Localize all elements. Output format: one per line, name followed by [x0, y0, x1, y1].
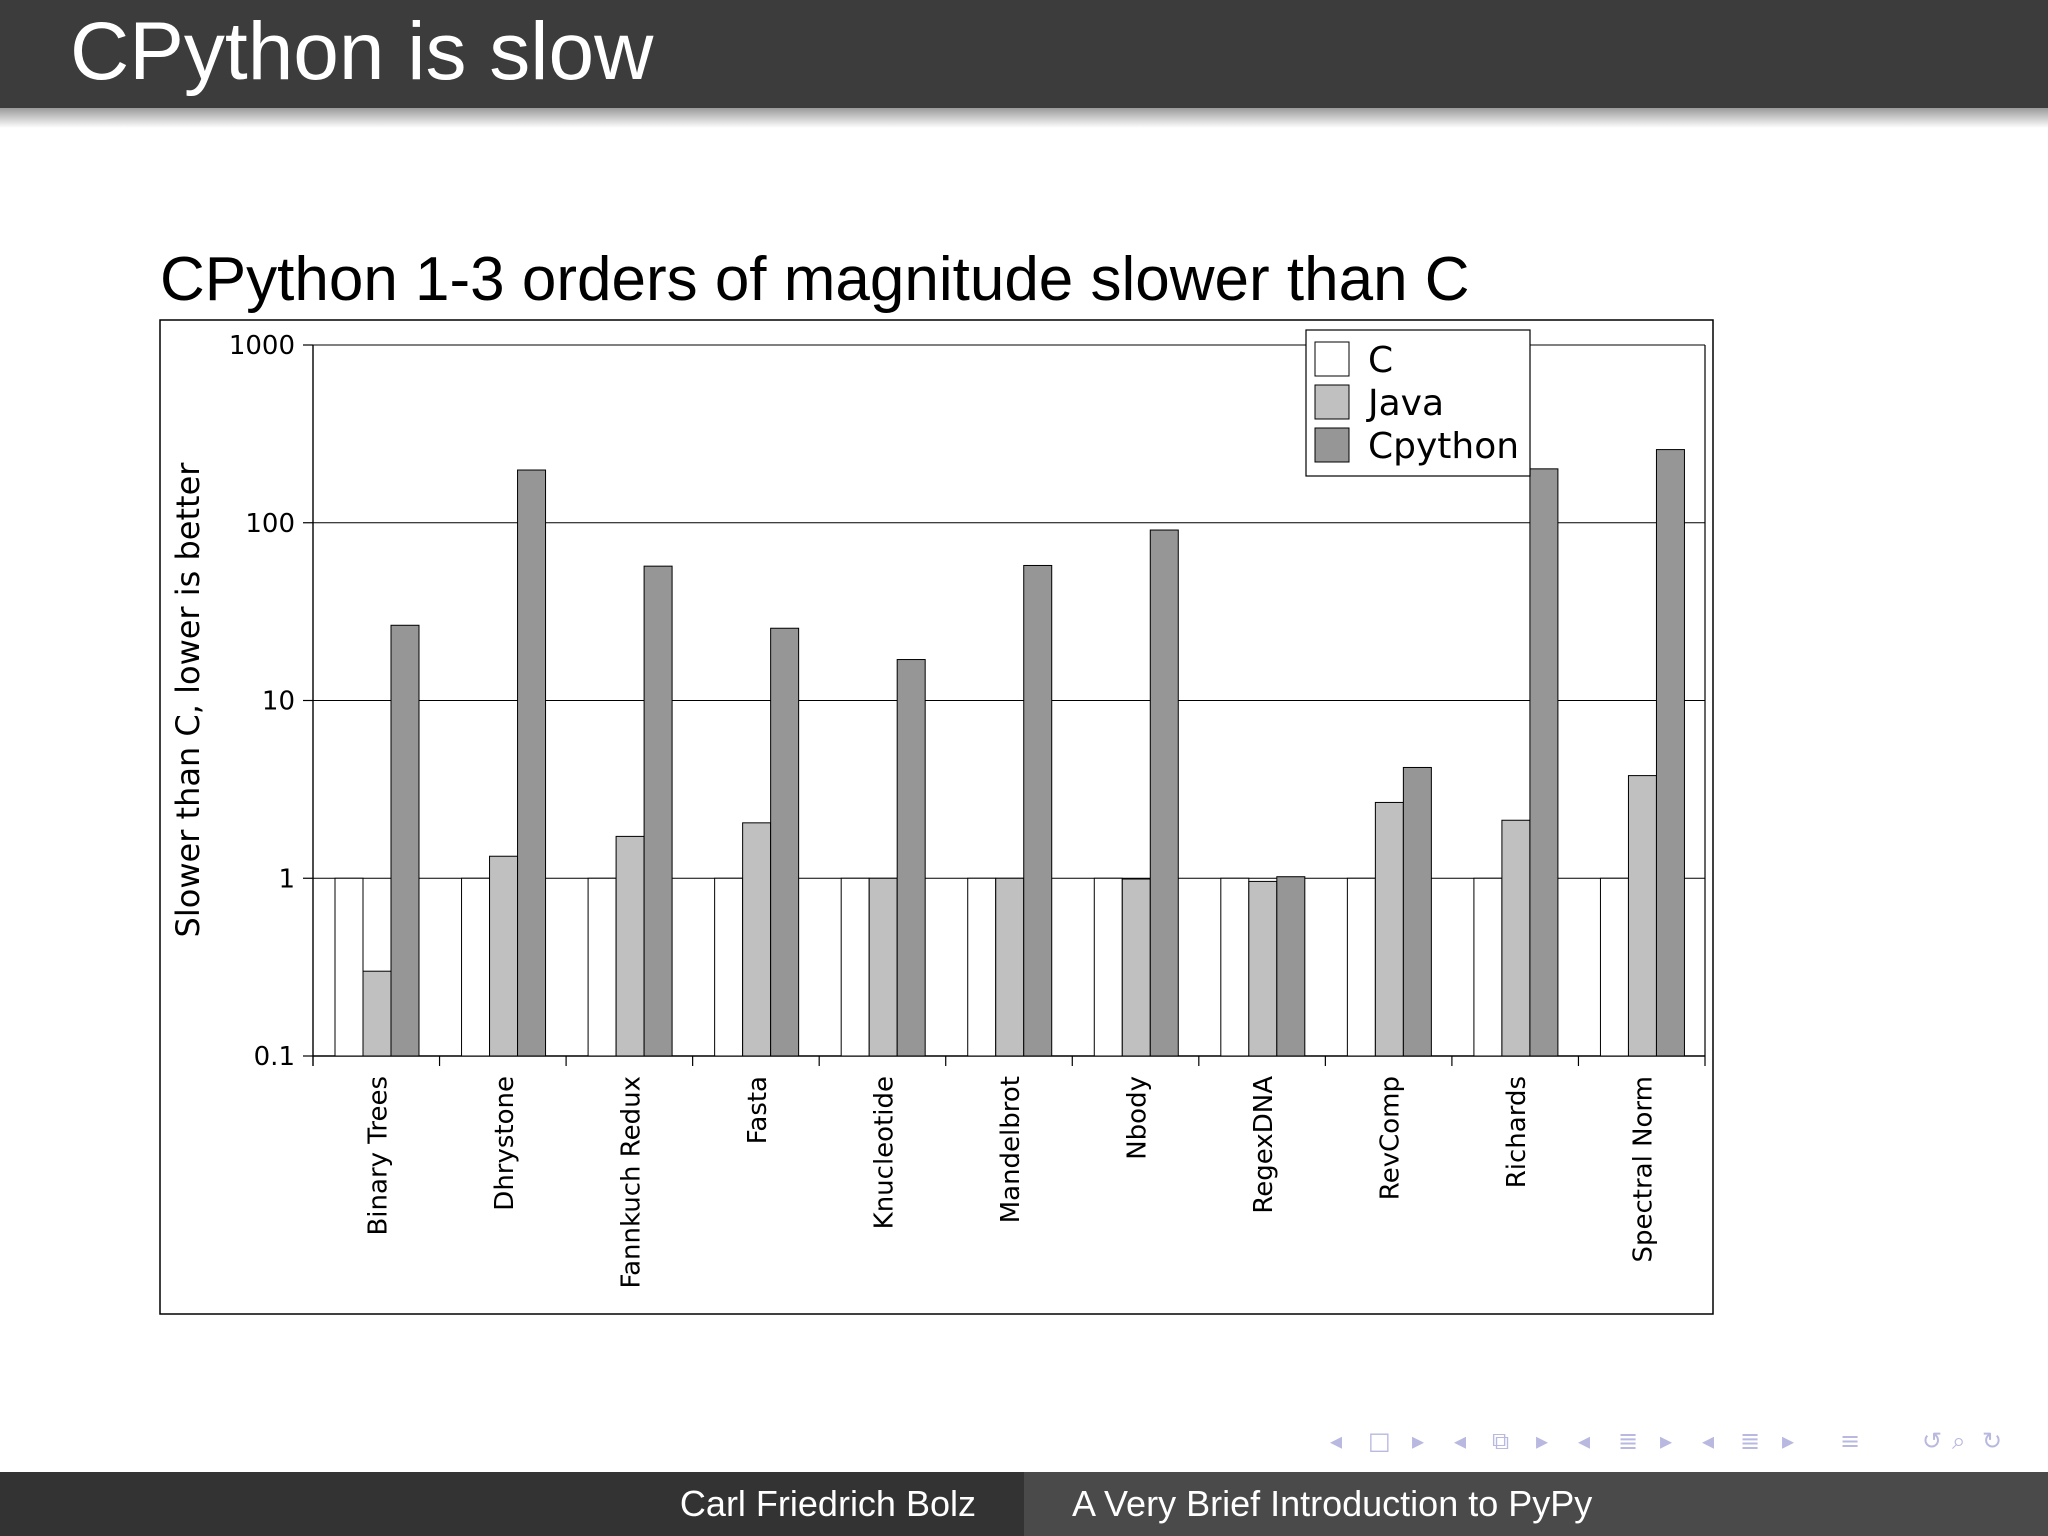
arrow-left-icon[interactable]: ◂	[1454, 1427, 1467, 1455]
beamer-navigation[interactable]: ◂ □ ▸ ◂ ⧉ ▸ ◂ ≣ ▸ ◂ ≣ ▸ ≡ ↺ ⌕ ↻	[1330, 1424, 2030, 1458]
bar-c	[1346, 877, 1376, 1057]
legend-label-c: C	[1368, 340, 1393, 381]
legend-label-java: Java	[1366, 383, 1444, 424]
y-tick-label: 1	[278, 864, 295, 894]
bar-c	[1599, 877, 1629, 1057]
bar-java	[1121, 878, 1151, 1057]
y-tick-label: 0.1	[254, 1042, 295, 1072]
bar-c	[1220, 877, 1250, 1057]
arrow-left-icon[interactable]: ◂	[1702, 1427, 1715, 1455]
bar-c	[587, 877, 617, 1057]
bar-cpython	[1023, 564, 1053, 1057]
bar-c	[840, 877, 870, 1057]
bar-cpython	[643, 565, 673, 1057]
x-tick-label: Binary Trees	[363, 1076, 393, 1236]
y-tick-label: 100	[245, 509, 295, 539]
x-tick-label: Nbody	[1123, 1076, 1153, 1160]
bar-cpython	[770, 627, 800, 1057]
arrow-right-icon[interactable]: ▸	[1660, 1427, 1673, 1455]
bar-java	[1374, 801, 1404, 1057]
bar-java	[362, 970, 392, 1057]
bar-c	[334, 877, 364, 1057]
footer-title-box: A Very Brief Introduction to PyPy	[1024, 1472, 2048, 1536]
slide-title: CPython is slow	[70, 6, 654, 97]
bar-java	[1627, 775, 1657, 1057]
legend-label-cpython: Cpython	[1368, 426, 1519, 467]
frame-icon[interactable]: □	[1368, 1427, 1391, 1455]
bar-java	[1501, 819, 1531, 1057]
x-tick-label: Richards	[1502, 1076, 1532, 1188]
arrow-right-icon[interactable]: ▸	[1782, 1427, 1795, 1455]
y-tick-label: 1000	[229, 331, 295, 361]
arrow-left-icon[interactable]: ◂	[1330, 1427, 1343, 1455]
bar-java	[489, 855, 519, 1057]
title-bar-shadow	[0, 108, 2048, 128]
arrow-left-icon[interactable]: ◂	[1578, 1427, 1591, 1455]
y-axis-label: Slower than C, lower is better	[169, 462, 207, 938]
bar-java	[995, 877, 1025, 1057]
x-tick-label: Mandelbrot	[996, 1076, 1026, 1223]
bar-java	[615, 835, 645, 1057]
align-icon[interactable]: ≡	[1840, 1427, 1861, 1455]
footer-author: Carl Friedrich Bolz	[679, 1483, 976, 1524]
bar-c	[461, 877, 491, 1057]
x-tick-label: Dhrystone	[490, 1076, 520, 1211]
arrow-right-icon[interactable]: ▸	[1412, 1427, 1425, 1455]
bar-cpython	[1402, 766, 1432, 1057]
bar-c	[714, 877, 744, 1057]
redo-icon[interactable]: ↻	[1982, 1427, 2003, 1455]
bar-c	[967, 877, 997, 1057]
bar-cpython	[390, 624, 420, 1057]
bar-java	[868, 877, 898, 1057]
document-icon[interactable]: ≣	[1740, 1427, 1761, 1455]
search-icon[interactable]: ⌕	[1952, 1427, 1966, 1455]
section-icon[interactable]: ≣	[1618, 1427, 1639, 1455]
bar-cpython	[517, 469, 547, 1057]
legend-swatch-cpython	[1314, 427, 1350, 463]
legend-swatch-java	[1314, 384, 1350, 420]
bar-cpython	[896, 659, 926, 1057]
slide-subtitle: CPython 1-3 orders of magnitude slower t…	[160, 245, 1470, 314]
footer-talk-title: A Very Brief Introduction to PyPy	[1072, 1483, 1593, 1524]
undo-icon[interactable]: ↺	[1922, 1427, 1943, 1455]
benchmark-bar-chart: 0.1 1 10 100 1000 Slower than C, lower is bet…	[159, 319, 1714, 1315]
bar-cpython	[1655, 449, 1685, 1057]
x-tick-label: Fannkuch Redux	[616, 1076, 646, 1289]
subsection-icon[interactable]: ⧉	[1492, 1427, 1510, 1455]
x-tick-label: Fasta	[743, 1076, 773, 1144]
arrow-right-icon[interactable]: ▸	[1536, 1427, 1549, 1455]
bar-cpython	[1529, 468, 1559, 1057]
x-tick-label: RevComp	[1376, 1076, 1406, 1200]
footer-author-box: Carl Friedrich Bolz	[0, 1472, 1024, 1536]
x-tick-label: Spectral Norm	[1629, 1076, 1659, 1263]
bar-java	[742, 822, 772, 1057]
title-bar	[0, 0, 2048, 108]
bar-cpython	[1276, 876, 1306, 1057]
bar-cpython	[1149, 529, 1179, 1057]
x-tick-label: Knucleotide	[869, 1076, 899, 1229]
bar-java	[1248, 880, 1278, 1057]
x-tick-label: RegexDNA	[1249, 1076, 1279, 1214]
y-tick-label: 10	[262, 687, 295, 717]
bar-c	[1473, 877, 1503, 1057]
bar-c	[1093, 877, 1123, 1057]
legend-swatch-c	[1314, 341, 1350, 377]
